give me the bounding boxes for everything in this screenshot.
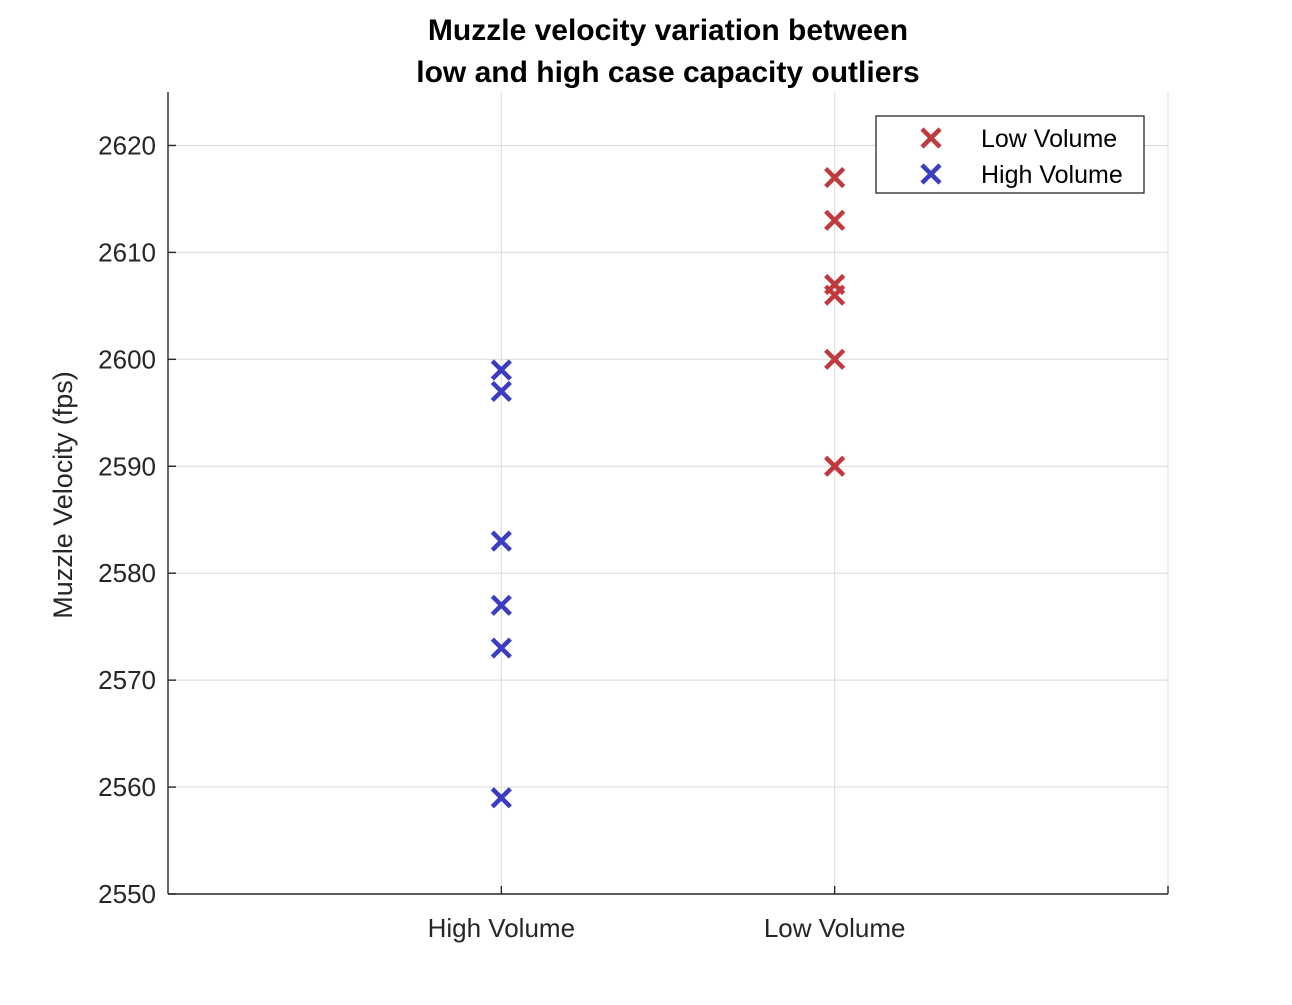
y-tick-label: 2610: [98, 237, 156, 267]
x-tick-label: Low Volume: [764, 913, 906, 943]
y-tick-label: 2550: [98, 879, 156, 909]
axes: [167, 92, 1169, 895]
y-tick-label: 2580: [98, 558, 156, 588]
chart-title-line-1: Muzzle velocity variation between: [428, 14, 908, 47]
x-tick-labels: High Volume Low Volume: [428, 913, 906, 943]
y-tick-label: 2590: [98, 451, 156, 481]
legend: Low Volume High Volume: [875, 115, 1145, 194]
x-tick-label: High Volume: [428, 913, 575, 943]
legend-label: Low Volume: [981, 125, 1117, 153]
data-point: [490, 380, 512, 403]
y-tick-label: 2570: [98, 665, 156, 695]
data-point: [824, 348, 846, 370]
y-tick-labels: 2550 2560 2570 2580 2590 2600 2610 2620: [98, 130, 156, 909]
legend-box: [875, 115, 1145, 194]
legend-marker: [920, 127, 942, 149]
y-axis-label: Muzzle Velocity (fps): [48, 371, 78, 619]
data-points: [490, 166, 846, 809]
data-point: [824, 166, 846, 189]
chart-title-line-2: low and high case capacity outliers: [416, 56, 919, 89]
legend-marker: [920, 163, 942, 185]
y-tick-label: 2600: [98, 344, 156, 374]
data-point: [490, 594, 512, 616]
data-point: [824, 209, 846, 231]
data-point: [490, 530, 512, 552]
legend-label: High Volume: [981, 161, 1123, 189]
data-point: [824, 284, 846, 306]
data-point: [490, 637, 512, 659]
data-point: [490, 359, 512, 381]
grid: [168, 92, 1169, 894]
chart-title: Muzzle velocity variation between low an…: [416, 14, 919, 89]
data-point: [490, 787, 512, 809]
data-point: [824, 455, 846, 477]
y-tick-label: 2560: [98, 772, 156, 802]
y-tick-label: 2620: [98, 130, 156, 160]
